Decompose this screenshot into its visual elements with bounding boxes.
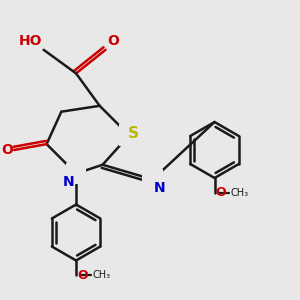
Text: CH₃: CH₃ [231, 188, 249, 198]
Text: O: O [107, 34, 119, 48]
Text: HO: HO [19, 34, 42, 48]
Text: CH₃: CH₃ [92, 270, 110, 280]
Text: N: N [63, 175, 75, 189]
Text: N: N [154, 181, 166, 195]
Text: O: O [77, 269, 88, 282]
Text: O: O [1, 143, 13, 157]
Text: S: S [128, 126, 139, 141]
Text: O: O [215, 186, 226, 199]
